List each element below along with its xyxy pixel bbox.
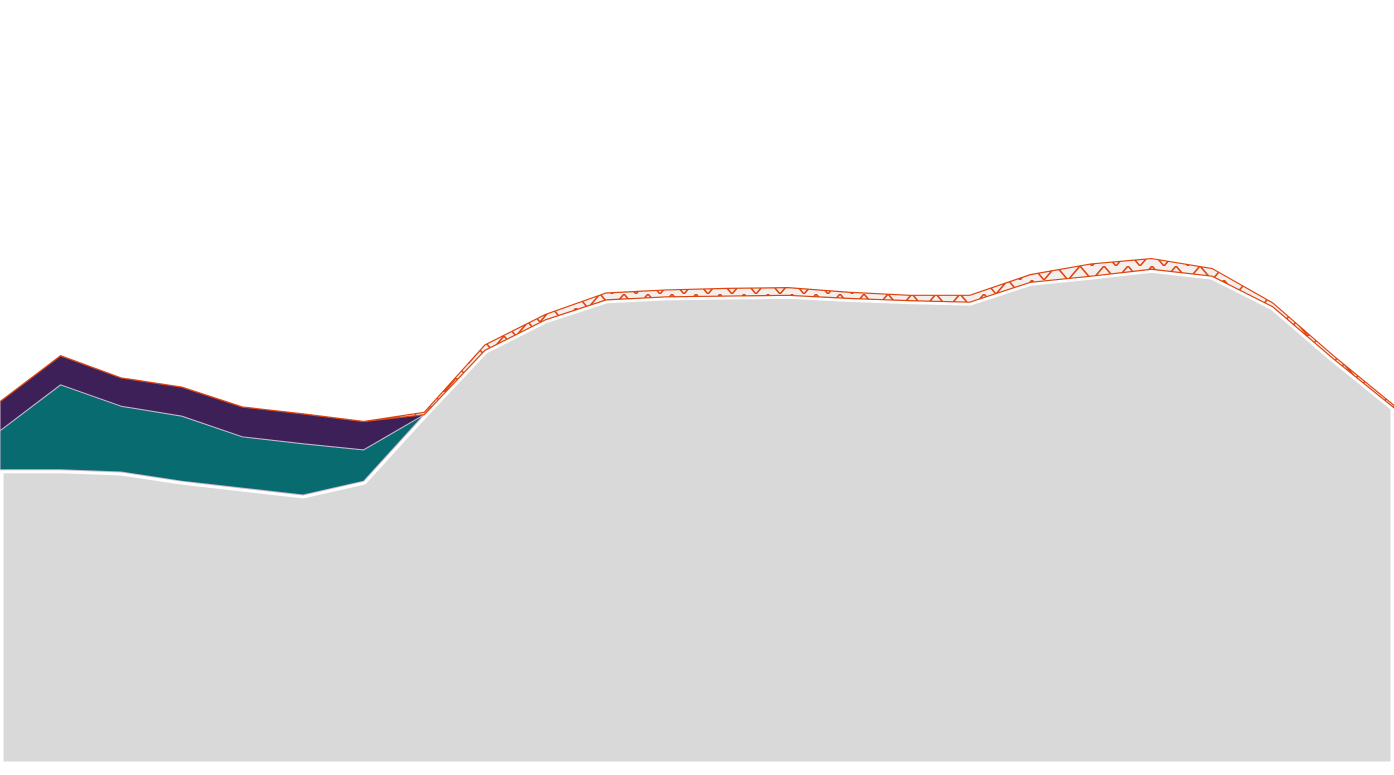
area-series-orange-hatched (0, 257, 1394, 423)
area-layers (0, 257, 1394, 775)
plot-bottom-margin (0, 765, 1394, 775)
area-series-gray (0, 265, 1394, 769)
